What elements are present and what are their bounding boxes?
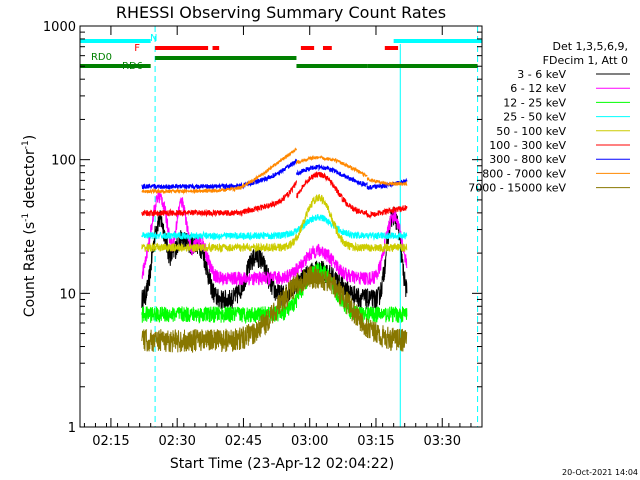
series-path bbox=[366, 243, 408, 253]
legend-label: 12 - 25 keV bbox=[503, 96, 566, 109]
series-path bbox=[141, 234, 297, 254]
series-path bbox=[296, 154, 368, 178]
series-path bbox=[296, 171, 368, 216]
y-tick-label: 1 bbox=[68, 421, 76, 436]
x-tick-label: 03:00 bbox=[291, 434, 328, 449]
series-line bbox=[141, 171, 408, 219]
legend-label: 300 - 800 keV bbox=[489, 153, 566, 166]
y-axis-label-sup1: -1 bbox=[21, 213, 31, 222]
series-line bbox=[141, 147, 408, 195]
series-path bbox=[141, 158, 297, 191]
series-path bbox=[141, 180, 297, 218]
legend: Det 1,3,5,6,9, FDecim 1, Att 0 3 - 6 keV… bbox=[468, 40, 630, 195]
footer-timestamp: 20-Oct-2021 14:04 bbox=[562, 468, 638, 477]
x-tick-label: 02:15 bbox=[92, 434, 129, 449]
x-tick-label: 03:15 bbox=[357, 434, 394, 449]
series-path bbox=[296, 163, 368, 188]
y-axis-label: Count Rate (s-1 detector-1) bbox=[21, 135, 38, 317]
y-axis-label-sup2: -1 bbox=[21, 140, 31, 149]
series-path bbox=[296, 214, 368, 240]
legend-label: 6 - 12 keV bbox=[510, 82, 566, 95]
legend-header-line-1: Det 1,3,5,6,9, bbox=[552, 40, 628, 53]
flag-bar-label: F bbox=[134, 43, 140, 54]
x-tick-label: 02:30 bbox=[158, 434, 195, 449]
series-path bbox=[141, 210, 297, 312]
series-path bbox=[366, 306, 408, 324]
x-tick-label: 02:45 bbox=[225, 434, 262, 449]
series-path bbox=[366, 319, 408, 352]
chart-title: RHESSI Observing Summary Count Rates bbox=[116, 3, 446, 22]
x-tick-label: 03:30 bbox=[424, 434, 461, 449]
flag-bar-label: N bbox=[150, 33, 157, 44]
legend-label: 7000 - 15000 keV bbox=[468, 182, 566, 195]
series-path bbox=[296, 243, 368, 285]
y-axis-label-end: ) bbox=[22, 135, 38, 140]
series-path bbox=[141, 228, 297, 241]
legend-label: 3 - 6 keV bbox=[517, 68, 566, 81]
x-axis-label: Start Time (23-Apr-12 02:04:22) bbox=[170, 456, 394, 472]
series-path bbox=[296, 194, 368, 252]
y-axis-label-main: Count Rate (s bbox=[22, 222, 38, 317]
series-path bbox=[141, 275, 297, 353]
legend-label: 50 - 100 keV bbox=[496, 125, 566, 138]
y-tick-label: 1000 bbox=[43, 20, 76, 35]
series-path bbox=[141, 191, 297, 286]
y-tick-label: 100 bbox=[51, 154, 76, 169]
legend-label: 25 - 50 keV bbox=[503, 111, 566, 124]
plot-frame bbox=[79, 25, 483, 428]
series-path bbox=[366, 206, 408, 311]
series-path bbox=[141, 147, 297, 195]
series-line bbox=[141, 194, 408, 254]
series-path bbox=[366, 231, 408, 241]
series-path bbox=[296, 265, 368, 338]
series-path bbox=[366, 204, 408, 219]
y-tick-label: 10 bbox=[59, 287, 76, 302]
series-line bbox=[141, 265, 408, 353]
legend-header-line-2: FDecim 1, Att 0 bbox=[543, 54, 628, 67]
legend-label: 800 - 7000 keV bbox=[482, 167, 566, 180]
series-line bbox=[141, 214, 408, 241]
legend-label: 100 - 300 keV bbox=[489, 139, 566, 152]
flag-bar-label: RD6 bbox=[122, 61, 143, 72]
series-line bbox=[141, 206, 408, 312]
series-path bbox=[366, 176, 408, 187]
y-axis-label-mid: detector bbox=[22, 149, 38, 213]
flag-bar-label: RD0 bbox=[91, 52, 112, 63]
